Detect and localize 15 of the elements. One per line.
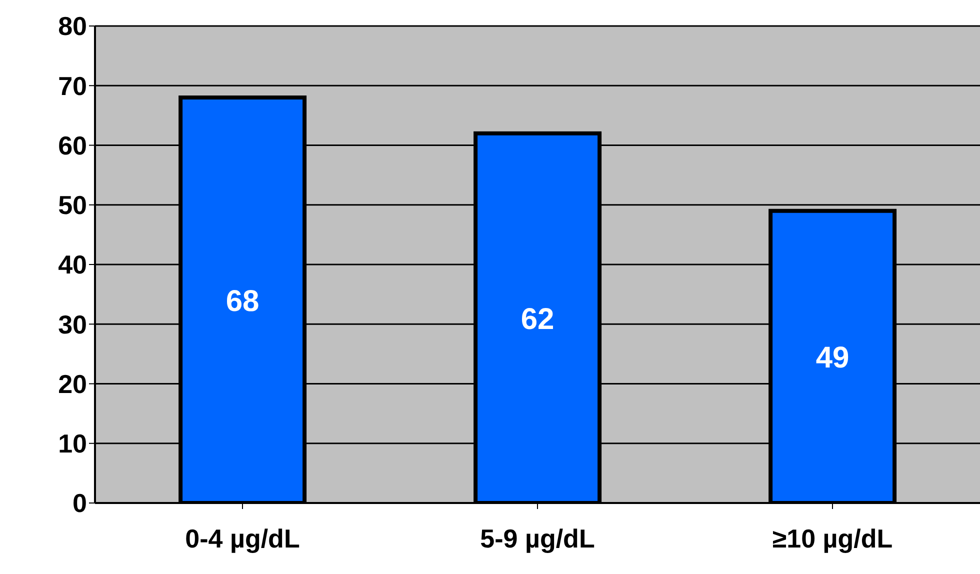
y-tick-label: 80 xyxy=(58,11,87,42)
data-label: 62 xyxy=(520,302,554,336)
x-tick-label: 5-9 µg/dL xyxy=(480,523,595,554)
y-tick-label: 0 xyxy=(72,488,87,518)
y-tick-label: 30 xyxy=(58,309,87,340)
data-label: 49 xyxy=(816,342,850,375)
y-tick-label: 70 xyxy=(58,70,87,101)
y-tick-label: 60 xyxy=(58,130,87,160)
x-tick-label: 0-4 µg/dL xyxy=(185,523,300,554)
y-tick-label: 40 xyxy=(58,250,87,280)
y-tick-label: 20 xyxy=(58,368,87,399)
x-tick-label: ≥10 µg/dL xyxy=(772,523,893,554)
data-label: 68 xyxy=(226,284,260,318)
y-tick-label: 10 xyxy=(58,428,87,459)
y-tick-label: 50 xyxy=(58,190,87,220)
